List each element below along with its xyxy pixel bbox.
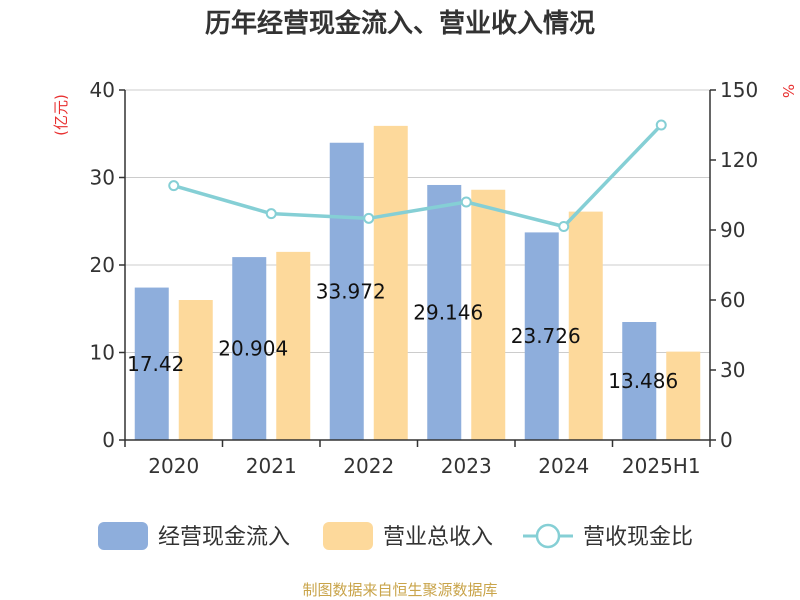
x-tick-label: 2024 xyxy=(538,454,589,478)
x-tick-label: 2020 xyxy=(148,454,199,478)
x-tick-label: 2023 xyxy=(441,454,492,478)
y-right-tick-label: 0 xyxy=(720,428,733,452)
legend-label-cash-inflow: 经营现金流入 xyxy=(158,525,290,550)
point-cash-ratio-2024 xyxy=(558,221,570,232)
point-cash-ratio-2020 xyxy=(168,180,180,192)
x-tick-label: 2025H1 xyxy=(622,454,701,478)
bar-revenue-2023 xyxy=(471,189,506,440)
bar-cash-inflow-2020 xyxy=(134,287,169,440)
x-tick-label: 2022 xyxy=(343,454,394,478)
bar-cash-inflow-2023 xyxy=(427,184,462,440)
bar-revenue-2024 xyxy=(568,211,603,440)
point-cash-ratio-2025H1 xyxy=(655,119,667,131)
y-right-tick-label: 120 xyxy=(720,148,758,172)
bars-layer xyxy=(134,125,701,440)
legend-label-cash-ratio: 营收现金比 xyxy=(583,525,693,550)
legend-swatch-cash-inflow xyxy=(98,522,148,550)
x-tick-label: 2021 xyxy=(246,454,297,478)
point-cash-ratio-2022 xyxy=(363,212,375,224)
y-left-tick-label: 10 xyxy=(90,341,115,365)
chart-title: 历年经营现金流入、营业收入情况 xyxy=(205,8,595,39)
legend-swatch-revenue xyxy=(323,522,373,550)
bar-cash-inflow-2024 xyxy=(524,232,559,440)
bar-revenue-2022 xyxy=(373,125,408,440)
source-note: 制图数据来自恒生聚源数据库 xyxy=(302,581,497,599)
y-right-tick-label: 90 xyxy=(720,218,745,242)
y-right-tick-label: 30 xyxy=(720,358,745,382)
y-right-tick-label: 60 xyxy=(720,288,745,312)
line-layer xyxy=(168,119,667,232)
y-right-tick-label: 150 xyxy=(720,78,758,102)
data-label-cash-inflow-2021: 20.904 xyxy=(218,337,288,361)
legend-label-revenue: 营业总收入 xyxy=(383,525,493,550)
bar-revenue-2021 xyxy=(276,251,311,440)
bar-cash-inflow-2022 xyxy=(329,142,364,440)
data-label-cash-inflow-2020: 17.42 xyxy=(127,352,184,376)
y-left-tick-label: 20 xyxy=(90,253,115,277)
line-cash-ratio xyxy=(173,123,663,229)
legend-swatch-marker xyxy=(535,523,561,549)
legend: 经营现金流入 营业总收入 营收现金比 xyxy=(98,522,693,550)
bar-cash-inflow-2025H1 xyxy=(622,321,657,440)
y-left-tick-label: 30 xyxy=(90,166,115,190)
data-label-cash-inflow-2022: 33.972 xyxy=(316,279,386,303)
y-left-tick-label: 40 xyxy=(90,78,115,102)
y-right-unit-label: % xyxy=(779,84,797,98)
data-label-cash-inflow-2025H1: 13.486 xyxy=(608,369,678,393)
data-label-cash-inflow-2024: 23.726 xyxy=(511,324,581,348)
grid-lines xyxy=(125,89,710,353)
data-label-cash-inflow-2023: 29.146 xyxy=(413,300,483,324)
y-left-unit-label: (亿元) xyxy=(52,94,70,136)
axes: 0 10 20 30 40 0 30 60 90 120 150 2020 2021 2022 2023 20… xyxy=(90,78,759,478)
point-cash-ratio-2023 xyxy=(460,196,472,208)
y-left-tick-label: 0 xyxy=(102,428,115,452)
data-labels-layer: 17.42 20.904 33.972 29.146 23.726 13.486 xyxy=(127,279,678,393)
bar-revenue-2020 xyxy=(178,300,213,440)
point-cash-ratio-2021 xyxy=(265,208,277,220)
bar-cash-inflow-2021 xyxy=(232,257,267,440)
bar-revenue-2025H1 xyxy=(666,351,701,440)
